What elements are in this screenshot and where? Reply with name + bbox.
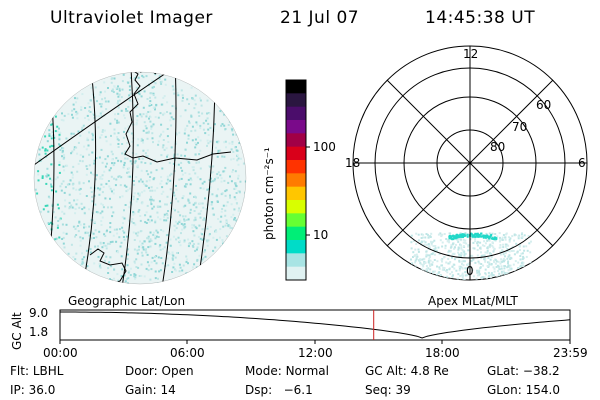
mlt-label-6: 6 (578, 156, 586, 170)
status-door: Door: Open (125, 364, 194, 378)
lat-label-80: 80 (490, 140, 506, 154)
status-mode: Mode: Normal (245, 364, 329, 378)
polar-plot (352, 45, 588, 281)
xtick-1200: 12:00 (298, 346, 333, 360)
lat-label-60: 60 (536, 98, 552, 112)
colorbar (286, 80, 306, 281)
colorbar-label-100: 100 (313, 140, 336, 154)
status-dsp: Dsp: −6.1 (245, 383, 313, 397)
colorbar-frame (285, 79, 307, 281)
polar-grid (353, 46, 587, 280)
status-ip: IP: 36.0 (10, 383, 56, 397)
status-gc-alt: GC Alt: 4.8 Re (365, 364, 449, 378)
instrument-title: Ultraviolet Imager (50, 8, 213, 28)
altitude-ylabel: GC Alt (10, 312, 24, 350)
mlt-label-12: 12 (463, 47, 479, 61)
time-label: 14:45:38 UT (425, 8, 536, 28)
colorbar-segment (286, 160, 306, 174)
colorbar-segment (286, 213, 306, 228)
status-flt: Flt: LBHL (10, 364, 64, 378)
altitude-curve (60, 311, 571, 339)
colorbar-label-10: 10 (313, 228, 329, 242)
colorbar-segment (286, 80, 306, 94)
colorbar-segment (286, 146, 306, 161)
colorbar-segment (286, 186, 306, 201)
date-label: 21 Jul 07 (280, 8, 360, 28)
colorbar-segment (286, 173, 306, 188)
altitude-plot (59, 309, 571, 344)
status-glat: GLat: −38.2 (487, 364, 560, 378)
mlt-label-18: 18 (345, 156, 361, 170)
colorbar-segment (286, 200, 306, 214)
xtick-0000: 00:00 (43, 346, 78, 360)
polar-panel-label: Apex MLat/MLT (428, 294, 518, 308)
colorbar-segment (286, 120, 306, 134)
status-seq: Seq: 39 (365, 383, 411, 397)
colorbar-segment (286, 226, 306, 241)
altitude-ytick-9: 9.0 (29, 306, 49, 320)
status-gain: Gain: 14 (125, 383, 176, 397)
geo-panel-label: Geographic Lat/Lon (68, 294, 186, 308)
xtick-2359: 23:59 (553, 346, 588, 360)
altitude-frame (59, 309, 571, 341)
colorbar-segment (286, 240, 306, 254)
geo-limb (33, 71, 247, 285)
colorbar-segment (286, 106, 306, 121)
geo-image (33, 71, 247, 285)
altitude-ytick-1-8: 1.8 (29, 325, 49, 339)
colorbar-segment (286, 133, 306, 148)
colorbar-segment (286, 93, 306, 108)
xtick-0600: 06:00 (170, 346, 205, 360)
colorbar-segment (286, 253, 306, 268)
colorbar-unit-label: photon cm⁻²s⁻¹ (262, 147, 276, 240)
xtick-1800: 18:00 (425, 346, 460, 360)
colorbar-segment (286, 266, 306, 281)
status-glon: GLon: 154.0 (487, 383, 560, 397)
lat-label-70: 70 (512, 120, 528, 134)
mlt-label-0: 0 (466, 264, 474, 278)
